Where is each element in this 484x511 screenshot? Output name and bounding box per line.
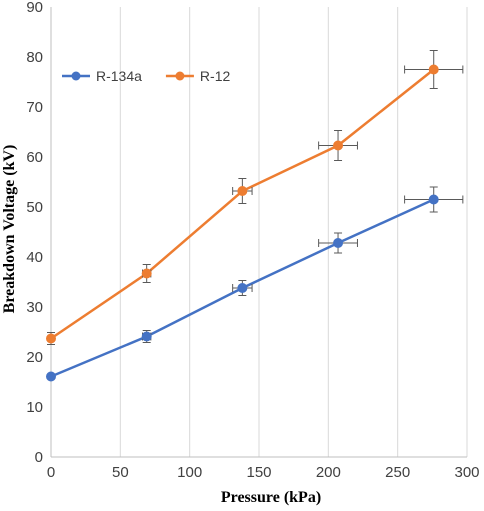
y-tick-label: 40 (26, 249, 43, 266)
y-tick-label: 50 (26, 199, 43, 216)
data-point (333, 238, 344, 248)
x-tick-label: 200 (316, 464, 341, 481)
data-point (237, 283, 248, 293)
data-point (237, 186, 248, 196)
y-tick-label: 70 (26, 99, 43, 116)
data-point (333, 140, 344, 151)
series-r-12 (46, 50, 464, 345)
series-r-134a (46, 186, 464, 382)
legend-marker (71, 71, 81, 81)
y-tick-label: 60 (26, 149, 43, 166)
legend-label: R-12 (200, 68, 231, 84)
y-tick-label: 30 (26, 299, 43, 316)
y-tick-label: 10 (26, 399, 43, 416)
legend-item: R-12 (165, 68, 231, 84)
axes (50, 7, 467, 458)
x-tick-label: 100 (177, 464, 202, 481)
x-tick-label: 250 (385, 464, 410, 481)
data-point (141, 331, 152, 342)
data-point (46, 371, 56, 382)
x-tick-labels: 0 50 100 150 200 250 300 (47, 464, 480, 481)
x-tick-label: 50 (112, 464, 129, 481)
legend: R-134a R-12 (62, 68, 230, 84)
x-tick-label: 300 (454, 464, 479, 481)
data-point (141, 268, 152, 279)
x-axis-title: Pressure (kPa) (221, 489, 321, 506)
legend-item: R-134a (62, 68, 142, 84)
legend-label: R-134a (96, 68, 142, 84)
y-tick-label: 80 (26, 49, 43, 66)
grid-lines (119, 7, 468, 457)
legend-marker (175, 71, 185, 81)
y-axis-title: Breakdown Voltage (kV) (1, 145, 18, 314)
data-point (428, 64, 439, 75)
y-tick-label: 0 (35, 449, 43, 466)
series-group (46, 50, 464, 382)
data-point (428, 194, 439, 205)
y-tick-label: 20 (26, 349, 43, 366)
data-point (46, 333, 56, 344)
x-tick-label: 150 (246, 464, 271, 481)
x-tick-label: 0 (47, 464, 55, 481)
y-tick-label: 90 (26, 0, 43, 16)
y-tick-labels: 0 10 20 30 40 50 60 70 80 90 (26, 0, 43, 466)
